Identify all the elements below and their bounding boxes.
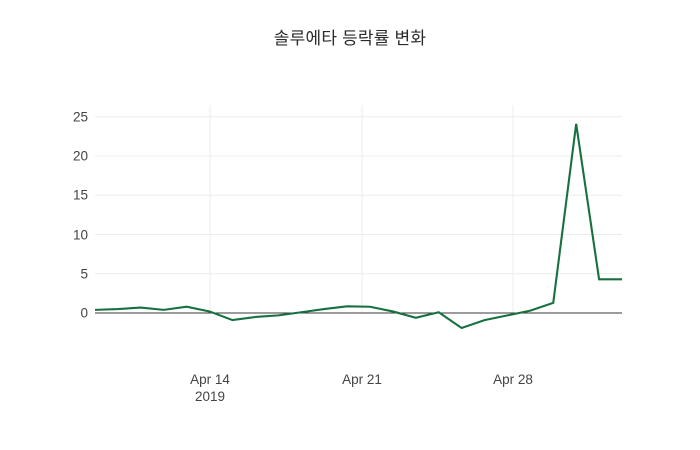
x-tick-label: Apr 14 2019 xyxy=(150,371,270,405)
x-tick-label-main: Apr 14 xyxy=(190,372,230,387)
y-tick-label: 0 xyxy=(80,305,88,321)
x-tick-label: Apr 21 xyxy=(302,371,422,388)
y-tick-label: 20 xyxy=(72,148,88,164)
x-tick-label-year: 2019 xyxy=(194,389,226,404)
plot-area xyxy=(94,105,622,335)
x-tick-label-main: Apr 28 xyxy=(493,372,533,387)
y-tick-label: 25 xyxy=(72,109,88,125)
y-axis-tick-labels: 0 5 10 15 20 25 xyxy=(50,0,88,450)
x-tick-label-main: Apr 21 xyxy=(342,372,382,387)
y-tick-label: 15 xyxy=(72,187,88,203)
data-series-line xyxy=(94,123,622,330)
y-tick-label: 10 xyxy=(72,227,88,243)
grid-lines xyxy=(95,105,622,314)
plot-svg xyxy=(94,105,622,330)
chart-title: 솔루에타 등락률 변화 xyxy=(273,29,427,48)
x-tick-label: Apr 28 xyxy=(453,371,573,388)
y-tick-label: 5 xyxy=(80,266,88,282)
